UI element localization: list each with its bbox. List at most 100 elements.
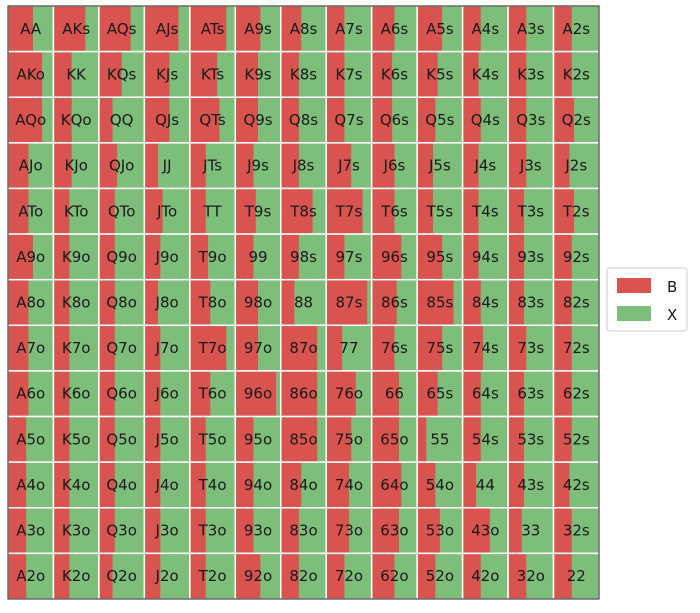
- cell-label-95s: 95s: [426, 248, 453, 266]
- cell-label-AQs: AQs: [107, 20, 137, 38]
- cell-b-bar-KTo: [53, 188, 70, 235]
- cell-b-bar-J6s: [371, 142, 395, 189]
- cell-label-Q5s: Q5s: [425, 111, 454, 129]
- cell-label-J9s: J9s: [246, 157, 269, 175]
- cell-44: 44: [461, 461, 509, 509]
- cell-label-96o: 96o: [244, 385, 272, 403]
- cell-b-bar-52s: [553, 416, 572, 463]
- cell-62s: 62s: [552, 370, 600, 418]
- cell-b-bar-96o: [235, 370, 277, 417]
- cell-b-bar-74o: [326, 462, 349, 508]
- cell-b-bar-94s: [462, 234, 479, 280]
- cell-label-T3o: T3o: [198, 522, 227, 540]
- cell-Q4s: Q4s: [461, 96, 509, 144]
- cell-b-bar-Q9o: [98, 234, 115, 280]
- cell-AA: AA: [7, 5, 55, 53]
- cell-b-bar-86o: [280, 370, 318, 417]
- cell-b-bar-87o: [280, 325, 318, 371]
- cell-74o: 74o: [325, 461, 373, 509]
- cell-KJo: KJo: [52, 142, 100, 190]
- cell-b-bar-77: [326, 325, 343, 371]
- cell-label-84o: 84o: [289, 476, 317, 494]
- cell-b-bar-J2o: [144, 553, 161, 599]
- cell-label-K6o: K6o: [62, 385, 91, 403]
- cell-label-A3s: A3s: [517, 20, 545, 38]
- cell-label-J2o: J2o: [155, 567, 179, 585]
- cell-K7s: K7s: [325, 50, 373, 98]
- cell-label-65o: 65o: [380, 430, 408, 448]
- cell-b-bar-85o: [280, 416, 318, 463]
- cell-label-64s: 64s: [472, 385, 499, 403]
- cell-63o: 63o: [370, 507, 418, 555]
- cell-b-bar-A5s: [417, 6, 443, 52]
- cell-b-bar-K5o: [53, 416, 70, 463]
- cell-label-53s: 53s: [517, 430, 544, 448]
- cell-AKs: AKs: [52, 5, 100, 53]
- cell-label-65s: 65s: [426, 385, 453, 403]
- cell-T2s: T2s: [552, 187, 600, 235]
- cell-label-A5o: A5o: [16, 430, 45, 448]
- cell-86s: 86s: [370, 278, 418, 327]
- cell-77: 77: [325, 324, 373, 372]
- legend-swatch-x: [617, 306, 651, 321]
- cell-label-J4o: J4o: [155, 476, 179, 494]
- cell-b-bar-T6o: [189, 370, 211, 417]
- cell-b-bar-Q3o: [98, 507, 115, 554]
- cell-Q9o: Q9o: [98, 233, 146, 281]
- cell-label-87o: 87o: [289, 339, 317, 357]
- cell-b-bar-T5o: [189, 416, 206, 463]
- cell-label-T4s: T4s: [471, 202, 499, 220]
- cell-KQs: KQs: [98, 50, 146, 98]
- cell-54o: 54o: [416, 461, 464, 509]
- cell-label-75o: 75o: [335, 430, 363, 448]
- cell-A6o: A6o: [7, 370, 55, 418]
- cell-A7s: A7s: [325, 5, 373, 53]
- cell-label-98s: 98s: [290, 248, 317, 266]
- cell-b-bar-A7o: [8, 325, 29, 371]
- cell-label-72o: 72o: [335, 567, 363, 585]
- cell-label-A9s: A9s: [244, 20, 272, 38]
- cell-label-K2s: K2s: [563, 65, 590, 83]
- cell-52s: 52s: [552, 415, 600, 463]
- cell-b-bar-53o: [417, 507, 440, 554]
- cell-b-bar-55: [417, 416, 427, 463]
- cell-b-bar-T9o: [189, 234, 209, 280]
- cell-b-bar-T4o: [189, 462, 206, 508]
- cell-label-K7o: K7o: [62, 339, 91, 357]
- legend: B X: [606, 267, 688, 332]
- cell-A9s: A9s: [234, 5, 282, 53]
- cell-label-88: 88: [294, 294, 313, 312]
- cell-K3o: K3o: [52, 507, 100, 555]
- cell-label-K9o: K9o: [62, 248, 91, 266]
- cell-73o: 73o: [325, 507, 373, 555]
- cell-label-J8s: J8s: [292, 157, 315, 175]
- cell-b-bar-97o: [235, 325, 259, 371]
- cell-b-bar-72s: [553, 325, 572, 371]
- cell-72o: 72o: [325, 552, 373, 600]
- cell-b-bar-K6s: [371, 51, 393, 98]
- cell-label-J3o: J3o: [155, 522, 179, 540]
- cell-label-KJs: KJs: [156, 65, 178, 83]
- cell-b-bar-KQs: [98, 51, 122, 98]
- cell-label-54o: 54o: [426, 476, 454, 494]
- cell-b-bar-A6o: [8, 370, 29, 417]
- cell-82s: 82s: [552, 278, 600, 327]
- cell-b-bar-99: [235, 234, 254, 280]
- cell-label-J3s: J3s: [519, 157, 542, 175]
- cell-98o: 98o: [234, 278, 282, 327]
- cell-b-bar-A3o: [8, 507, 27, 554]
- cell-label-54s: 54s: [472, 430, 499, 448]
- cell-b-bar-Q5s: [417, 97, 436, 143]
- cell-82o: 82o: [280, 552, 327, 600]
- cell-label-Q9o: Q9o: [106, 248, 137, 266]
- cell-label-AQo: AQo: [15, 111, 46, 129]
- cell-98s: 98s: [280, 233, 327, 281]
- cell-label-K2o: K2o: [62, 567, 91, 585]
- cell-b-bar-88: [280, 279, 295, 326]
- cell-52o: 52o: [416, 552, 464, 600]
- cell-J5s: J5s: [416, 142, 464, 190]
- cell-Q3o: Q3o: [98, 507, 146, 555]
- cell-b-bar-T4s: [462, 188, 479, 235]
- cell-J5o: J5o: [143, 415, 191, 463]
- cell-b-bar-K6o: [53, 370, 70, 417]
